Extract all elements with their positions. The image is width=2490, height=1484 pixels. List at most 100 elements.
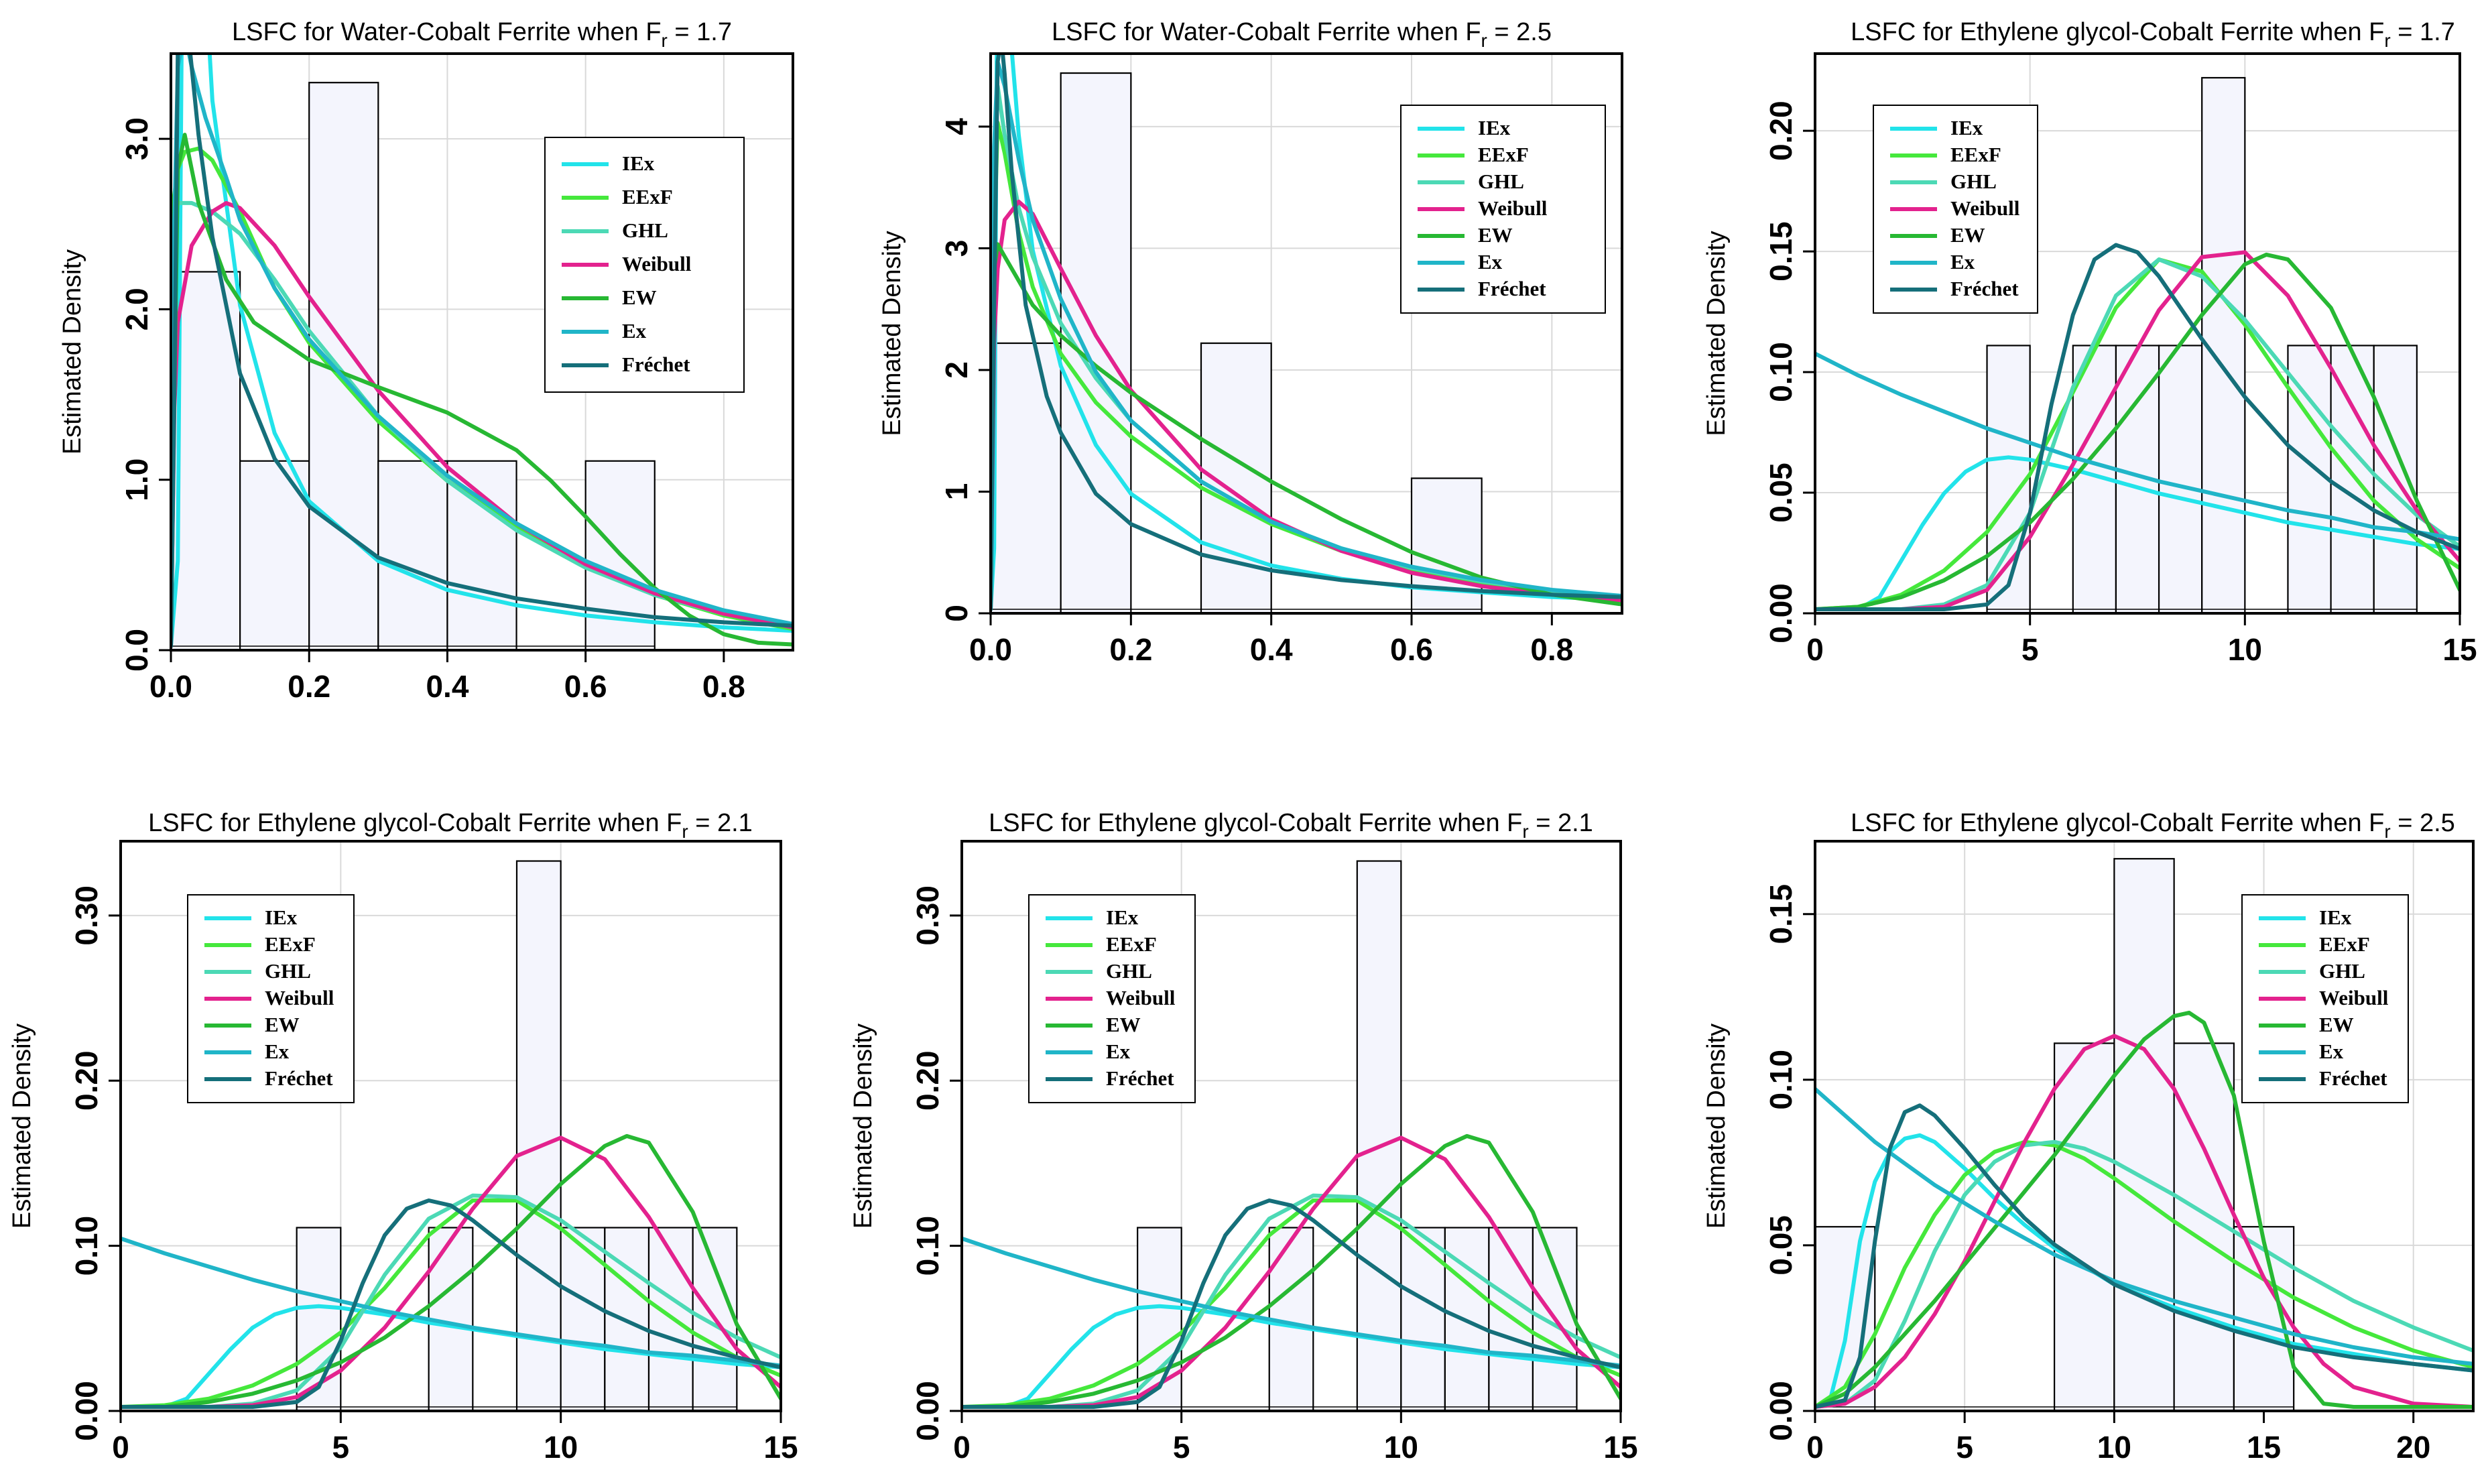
x-tick-label: 0.0 <box>149 669 192 704</box>
histogram-bar-6 <box>2113 858 2175 1412</box>
chart-title-subscript: r <box>2384 821 2390 842</box>
legend-item: EExF <box>1418 143 1529 166</box>
y-axis: 0.00 0.10 0.20 0.30 <box>69 885 121 1441</box>
legend-item: GHL <box>1418 170 1524 193</box>
chart-title-suffix: = 2.1 <box>688 809 753 837</box>
legend-item: Ex <box>2259 1040 2344 1063</box>
legend-label: EExF <box>622 185 673 208</box>
series-line-ew <box>171 133 793 648</box>
histogram-bar-1 <box>170 271 241 652</box>
legend-label: GHL <box>1106 959 1152 983</box>
histogram-bar-5 <box>2158 345 2203 615</box>
legend-item: Weibull <box>1418 196 1548 220</box>
legend-label: GHL <box>2319 959 2365 983</box>
plot-frame <box>119 840 782 1412</box>
legend-item: GHL <box>204 959 311 983</box>
chart-title-main: LSFC for Ethylene glycol-Cobalt Ferrite … <box>148 809 682 837</box>
legend-label: Ex <box>2319 1040 2344 1063</box>
histogram-bar-4 <box>377 460 448 652</box>
y-axis-label: Estimated Density <box>849 1024 877 1229</box>
legend-label: EW <box>2319 1013 2354 1036</box>
y-tick-label: 1 <box>939 483 974 501</box>
chart-title: LSFC for Ethylene glycol-Cobalt Ferrite … <box>1851 18 2455 51</box>
chart-title-suffix: = 2.5 <box>2391 809 2455 837</box>
legend-label: EW <box>622 286 657 309</box>
legend-label: Weibull <box>1478 196 1548 220</box>
histogram <box>989 72 1483 615</box>
y-tick-label: 0.05 <box>1763 462 1798 523</box>
legend-label: IEx <box>1478 116 1511 139</box>
chart-title-suffix: = 1.7 <box>2391 18 2455 46</box>
legend-item: IEx <box>1418 116 1511 139</box>
legend-label: GHL <box>265 959 311 983</box>
x-tick-label: 20 <box>2396 1430 2430 1465</box>
series-line-frchet <box>171 54 793 648</box>
y-tick-label: 0.10 <box>910 1216 945 1276</box>
legend: IEx EExF GHL Weibull EW Ex Fréchet <box>544 137 745 393</box>
legend-item: Weibull <box>1046 986 1176 1009</box>
legend-item: Fréchet <box>1890 277 2019 300</box>
y-tick-label: 4 <box>939 118 974 135</box>
x-tick-label: 0 <box>112 1430 129 1465</box>
series-line-ex <box>121 1236 781 1368</box>
legend-item: IEx <box>1046 906 1139 929</box>
y-tick-label: 0.00 <box>910 1381 945 1441</box>
legend-label: IEx <box>1950 116 1983 139</box>
x-tick-label: 0.0 <box>969 632 1012 667</box>
series-line-eexf <box>1815 1139 2473 1409</box>
legend-label: Ex <box>1106 1040 1131 1063</box>
legend: IEx EExF GHL Weibull EW Ex Fréchet <box>1028 894 1196 1103</box>
y-axis-label: Estimated Density <box>878 231 906 436</box>
legend-item: IEx <box>204 906 298 929</box>
legend-item: Fréchet <box>562 353 690 376</box>
legend-item: GHL <box>1046 959 1152 983</box>
y-tick-label: 0.0 <box>119 629 154 672</box>
legend-label: Fréchet <box>1478 277 1546 300</box>
legend-item: EExF <box>562 185 673 208</box>
series-line-frchet <box>1815 243 2460 611</box>
plot-frame <box>989 52 1623 615</box>
x-tick-label: 0.2 <box>288 669 330 704</box>
series-line-ghl <box>1815 1139 2473 1409</box>
series-line-ex <box>991 60 1622 611</box>
legend-label: Weibull <box>1106 986 1176 1009</box>
histogram-bar-7 <box>560 1227 606 1412</box>
y-tick-label: 0.00 <box>1763 1381 1798 1441</box>
legend-label: EW <box>1478 223 1513 247</box>
series-curves <box>1815 243 2460 611</box>
chart-panel-3: 0 5 10 15 0.00 0.05 0.10 0.15 0.20 Estimated Dens… <box>1702 18 2477 667</box>
x-tick-label: 15 <box>2247 1430 2281 1465</box>
legend-item: EExF <box>204 932 316 956</box>
chart-title: LSFC for Water-Cobalt Ferrite when Fr = … <box>1052 18 1552 51</box>
series-line-ew <box>1815 252 2460 611</box>
y-tick-label: 3.0 <box>119 117 154 160</box>
chart-title-main: LSFC for Water-Cobalt Ferrite when F <box>1052 18 1481 46</box>
y-tick-label: 0.00 <box>69 1381 104 1441</box>
y-tick-label: 0.20 <box>1763 101 1798 161</box>
legend-label: GHL <box>1950 170 1997 193</box>
series-line-weibull <box>991 199 1622 611</box>
legend-label: Weibull <box>622 252 692 275</box>
legend: IEx EExF GHL Weibull EW Ex Fréchet <box>1400 105 1606 314</box>
series-line-frchet <box>991 54 1622 611</box>
legend-item: Weibull <box>562 252 692 275</box>
series-line-ex <box>1815 351 2460 542</box>
series-curves <box>121 1133 781 1409</box>
legend-label: Weibull <box>2319 986 2389 1009</box>
histogram-bar-6 <box>515 860 562 1412</box>
legend-label: EExF <box>1106 932 1157 956</box>
legend-item: Weibull <box>2259 986 2389 1009</box>
x-tick-label: 0 <box>1806 1430 1824 1465</box>
y-tick-label: 0.20 <box>69 1050 104 1111</box>
x-axis: 0 5 10 15 <box>112 1411 798 1465</box>
chart-title-suffix: = 2.1 <box>1529 809 1593 837</box>
legend-item: EW <box>1890 223 1985 247</box>
y-tick-label: 3 <box>939 240 974 257</box>
legend-item: EW <box>1046 1013 1141 1036</box>
series-line-eexf <box>1815 257 2460 611</box>
x-tick-label: 10 <box>544 1430 578 1465</box>
y-axis: 0.00 0.05 0.10 0.15 <box>1763 884 1815 1441</box>
y-axis: 0.00 0.05 0.10 0.15 0.20 <box>1763 101 1815 643</box>
histogram-bar-1 <box>989 342 1062 615</box>
legend-item: EExF <box>1046 932 1157 956</box>
